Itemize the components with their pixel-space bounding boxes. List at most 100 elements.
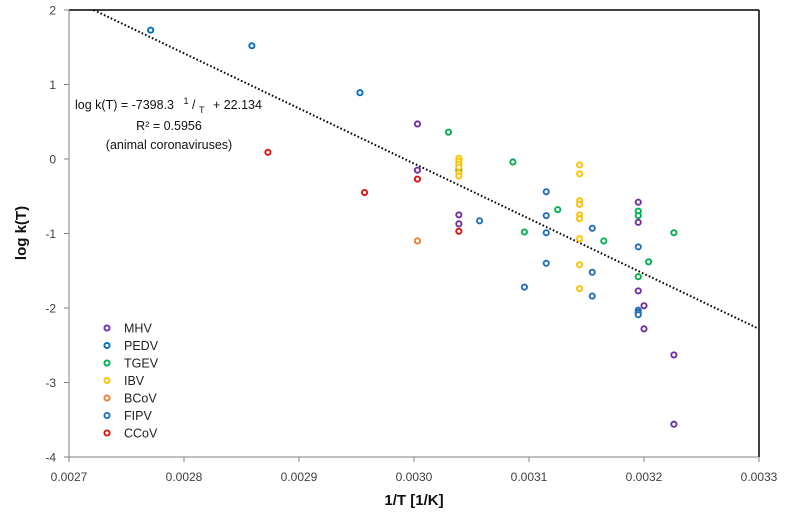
equation-sub: T xyxy=(199,105,205,115)
equation-suffix: + 22.134 xyxy=(213,98,262,112)
legend-label: FIPV xyxy=(124,409,152,423)
data-point-bcov xyxy=(413,237,422,245)
x-tick-label: 0.0028 xyxy=(166,470,203,484)
data-point-fipv xyxy=(542,188,550,196)
data-point-mhv xyxy=(413,120,422,128)
legend-item-fipv: FIPV xyxy=(103,409,152,423)
y-tick-label: -3 xyxy=(45,376,56,390)
series-ibv xyxy=(455,154,584,293)
series-fipv xyxy=(475,188,642,319)
data-point-ibv xyxy=(455,163,463,171)
data-point-mhv xyxy=(455,220,463,228)
legend-marker xyxy=(103,324,111,332)
series-pedv xyxy=(147,26,364,97)
data-point-tgev xyxy=(645,258,653,266)
legend-label: PEDV xyxy=(124,339,159,353)
data-points xyxy=(147,26,678,428)
trendline-annotation: log k(T) = -7398.3 1 / T + 22.134 R² = 0… xyxy=(75,93,262,152)
x-tick-label: 0.0027 xyxy=(51,470,88,484)
data-point-ibv xyxy=(455,172,463,180)
legend-label: CCoV xyxy=(124,427,158,441)
data-point-fipv xyxy=(588,224,596,232)
legend-item-mhv: MHV xyxy=(103,322,152,336)
x-axis-ticks: 0.0027 0.0028 0.0029 0.0030 0.0031 0.0032 0.00… xyxy=(51,457,778,484)
equation-sup: 1 xyxy=(184,96,189,106)
legend-item-tgev: TGEV xyxy=(103,357,159,371)
legend-label: TGEV xyxy=(124,357,159,371)
data-point-mhv xyxy=(640,302,648,310)
data-point-tgev xyxy=(634,212,642,220)
data-point-tgev xyxy=(444,128,453,136)
legend-item-pedv: PEDV xyxy=(103,339,159,353)
annotation-note: (animal coronaviruses) xyxy=(106,138,232,152)
data-point-tgev xyxy=(600,237,608,245)
data-point-ibv xyxy=(576,261,584,269)
y-tick-label: 2 xyxy=(49,4,56,18)
data-point-fipv xyxy=(542,259,550,267)
legend-label: BCoV xyxy=(124,392,157,406)
x-tick-label: 0.0029 xyxy=(281,470,318,484)
x-tick-label: 0.0032 xyxy=(626,470,663,484)
data-point-ibv xyxy=(576,170,584,178)
y-tick-label: 1 xyxy=(49,78,56,92)
legend-label: IBV xyxy=(124,374,145,388)
data-point-pedv xyxy=(356,89,364,97)
data-point-tgev xyxy=(670,229,678,237)
legend-marker xyxy=(103,376,111,385)
y-tick-label: -1 xyxy=(45,227,56,241)
data-point-ibv xyxy=(576,161,584,169)
legend-marker xyxy=(103,341,111,350)
series-tgev xyxy=(444,128,678,281)
x-axis-title: 1/T [1/K] xyxy=(384,492,443,509)
y-axis-title: log k(T) xyxy=(13,206,30,260)
series-mhv xyxy=(413,120,678,428)
data-point-ibv xyxy=(576,215,584,223)
data-point-mhv xyxy=(670,351,678,359)
data-point-tgev xyxy=(520,228,528,236)
data-point-ibv xyxy=(576,200,584,208)
data-point-fipv xyxy=(588,292,596,300)
data-point-ccov xyxy=(413,175,422,183)
data-point-mhv xyxy=(634,198,642,206)
data-point-fipv xyxy=(634,243,642,251)
legend-marker xyxy=(103,429,111,437)
data-point-fipv xyxy=(520,283,528,291)
data-point-ibv xyxy=(576,285,584,293)
data-point-fipv xyxy=(588,268,596,276)
y-axis-ticks: 2 1 0 -1 -2 -3 -4 xyxy=(45,4,69,465)
series-ccov xyxy=(264,148,463,235)
data-point-fipv xyxy=(475,217,484,225)
legend: MHV PEDV TGEV IBV BCoV FIPV CCoV xyxy=(103,322,159,441)
data-point-fipv xyxy=(634,311,642,319)
x-tick-label: 0.0033 xyxy=(741,470,778,484)
r-squared-text: R² = 0.5956 xyxy=(136,119,202,133)
equation-prefix: log k(T) = -7398.3 xyxy=(75,98,174,112)
data-point-mhv xyxy=(670,420,678,428)
data-point-mhv xyxy=(455,211,463,219)
equation-slash: / xyxy=(192,98,196,112)
series-bcov xyxy=(413,237,422,245)
legend-marker xyxy=(103,411,111,420)
trendline xyxy=(93,9,760,330)
data-point-tgev xyxy=(509,158,517,166)
data-point-mhv xyxy=(634,218,642,226)
x-tick-label: 0.0030 xyxy=(396,470,433,484)
data-point-tgev xyxy=(634,273,642,281)
x-tick-label: 0.0031 xyxy=(511,470,548,484)
legend-item-ibv: IBV xyxy=(103,374,145,388)
y-tick-label: -2 xyxy=(45,302,56,316)
legend-item-ccov: CCoV xyxy=(103,427,158,441)
legend-item-bcov: BCoV xyxy=(103,392,157,406)
data-point-mhv xyxy=(640,325,648,333)
data-point-pedv xyxy=(248,42,256,50)
legend-label: MHV xyxy=(124,322,152,336)
equation-text: log k(T) = -7398.3 1 / T + 22.134 xyxy=(75,93,262,116)
y-tick-label: -4 xyxy=(45,451,56,465)
data-point-ccov xyxy=(455,227,463,235)
data-point-pedv xyxy=(147,26,155,34)
data-point-fipv xyxy=(542,229,550,237)
data-point-tgev xyxy=(554,206,562,214)
legend-marker xyxy=(103,394,111,402)
legend-marker xyxy=(103,359,111,367)
